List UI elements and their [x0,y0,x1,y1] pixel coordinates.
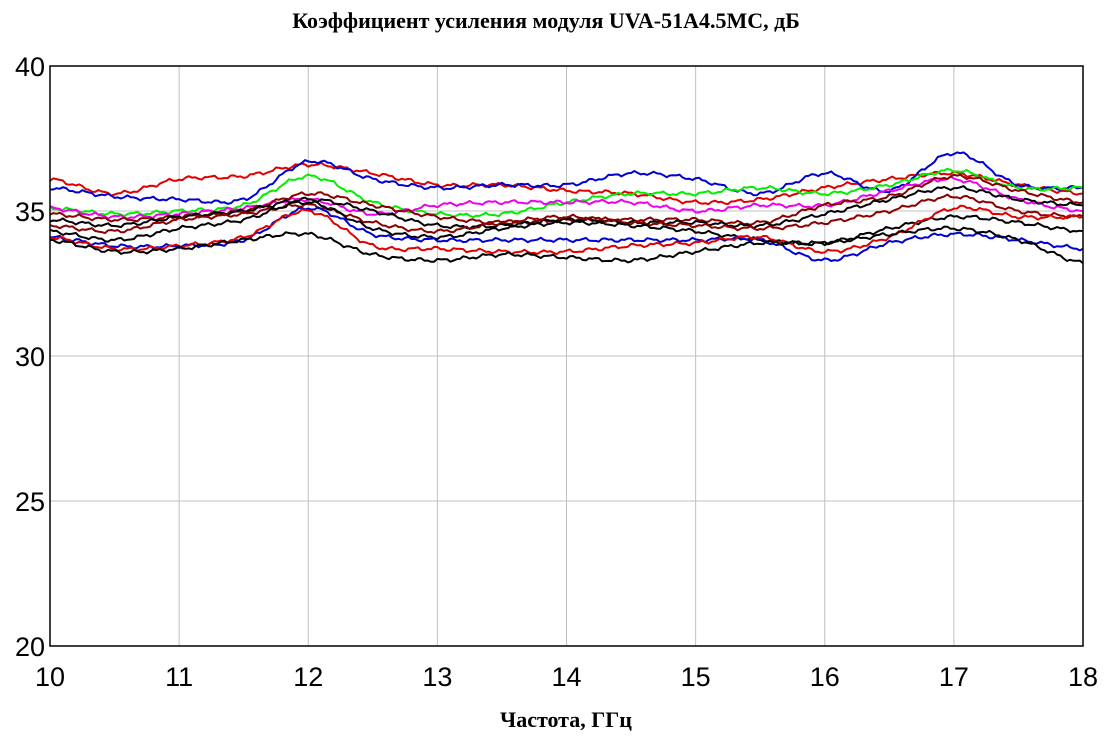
series-line-4 [49,175,1084,220]
y-tick-label: 25 [15,487,45,517]
series-line-1 [49,161,1084,206]
x-tick-label: 14 [551,662,581,692]
series-line-11 [50,225,1084,264]
series-line-6 [49,185,1084,230]
x-tick-label: 17 [939,662,969,692]
x-tick-label: 16 [810,662,840,692]
series-layer [49,151,1084,264]
series-line-7 [49,193,1084,235]
y-tick-label: 20 [15,632,45,662]
tick-labels: 10 11 12 13 14 15 16 17 18 20 25 30 35 40 [15,52,1098,692]
chart-title: Коэффициент усиления модуля UVA-51A4.5MC… [292,8,800,33]
y-tick-label: 30 [15,342,45,372]
x-tick-label: 11 [165,662,193,692]
x-tick-label: 13 [422,662,452,692]
y-tick-label: 35 [15,197,45,227]
grid [50,66,1083,646]
x-tick-label: 12 [293,662,323,692]
x-tick-label: 15 [681,662,711,692]
y-tick-label: 40 [15,52,45,82]
plot-frame [49,65,1084,647]
x-axis-label: Частота, ГГц [500,707,632,732]
x-tick-label: 10 [35,662,65,692]
series-line-8 [49,200,1084,247]
x-tick-label: 18 [1068,662,1098,692]
series-line-9 [49,206,1084,262]
